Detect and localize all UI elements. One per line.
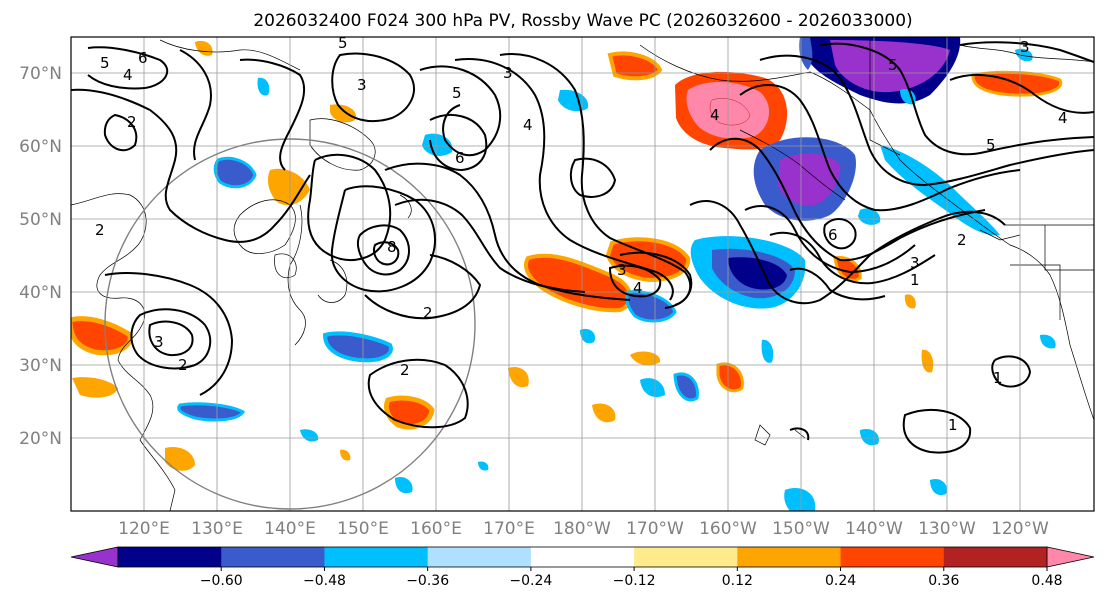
- colorbar-segment: [840, 547, 945, 567]
- colorbar-tick-label: −0.12: [613, 573, 656, 589]
- contour-label: 6: [828, 226, 838, 244]
- map-area: 5 6 4 2 3 5 4 3 6 8 2 3 4 2 3 5 4 5 3 4 …: [71, 34, 1094, 511]
- lon-label: 150°E: [337, 519, 389, 539]
- lat-label: 20°N: [19, 429, 62, 449]
- lon-label: 150°W: [772, 519, 830, 539]
- contour-label: 1: [948, 416, 958, 434]
- contour-label: 3: [154, 333, 164, 351]
- colorbar-segment: [221, 547, 325, 567]
- lon-label: 140°W: [845, 519, 903, 539]
- contour-label: 2: [423, 304, 433, 322]
- contour-label: 2: [178, 356, 188, 374]
- contour-label: 2: [400, 361, 410, 379]
- contour-label: 2: [957, 231, 967, 249]
- colorbar-tick-label: −0.48: [303, 573, 346, 589]
- lon-label: 160°W: [699, 519, 757, 539]
- colorbar-tick-label: −0.24: [509, 573, 552, 589]
- colorbar-extend-min: [70, 546, 119, 568]
- pv-anomaly-shading: [71, 37, 1063, 511]
- colorbar-extend-max: [1046, 546, 1095, 568]
- colorbar-frame: [117, 546, 1048, 568]
- lon-label: 180°W: [553, 519, 611, 539]
- contour-label: 4: [123, 66, 133, 84]
- contour-label: 3: [910, 254, 920, 272]
- contour-label: 3: [503, 64, 513, 82]
- lon-label: 170°E: [483, 519, 535, 539]
- contour-label: 5: [338, 34, 348, 52]
- colorbar-segment: [118, 547, 222, 567]
- colorbar-tick-label: 0.36: [928, 573, 959, 589]
- contour-label: 4: [1058, 109, 1068, 127]
- lat-label: 60°N: [19, 137, 62, 157]
- colorbar-segment: [737, 547, 842, 567]
- colorbar-segment: [943, 547, 1048, 567]
- lon-label: 170°W: [626, 519, 684, 539]
- colorbar-segment: [324, 547, 429, 567]
- contour-label: 5: [452, 84, 462, 102]
- colorbar: −0.60 −0.48 −0.36 −0.24 −0.12 0.12 0.24 0.36 0.4…: [70, 546, 1095, 589]
- lon-label: 120°W: [991, 519, 1049, 539]
- pv-contours: [71, 41, 1094, 454]
- coastlines: [71, 39, 1094, 511]
- map-frame: [70, 36, 1095, 512]
- colorbar-segment: [634, 547, 738, 567]
- contour-label: 1: [910, 271, 920, 289]
- contour-label: 6: [138, 49, 148, 67]
- colorbar-tick-label: −0.60: [200, 573, 243, 589]
- colorbar-tick-label: −0.36: [406, 573, 449, 589]
- contour-label: 5: [986, 136, 996, 154]
- lon-label: 140°E: [264, 519, 316, 539]
- contour-label: 5: [888, 56, 898, 74]
- lon-label: 120°E: [118, 519, 170, 539]
- longitude-labels: 120°E 130°E 140°E 150°E 160°E 170°E 180°…: [118, 519, 1049, 539]
- reference-circle: [104, 138, 476, 510]
- colorbar-segment: [427, 547, 532, 567]
- contour-label: 3: [617, 261, 627, 279]
- latitude-labels: 70°N 60°N 50°N 40°N 30°N 20°N: [19, 64, 62, 449]
- colorbar-tick-label: 0.24: [825, 573, 856, 589]
- figure-title: 2026032400 F024 300 hPa PV, Rossby Wave …: [253, 11, 912, 31]
- lon-label: 160°E: [410, 519, 462, 539]
- contour-label: 4: [633, 279, 643, 297]
- contour-label: 4: [710, 106, 720, 124]
- contour-label: 3: [1020, 38, 1030, 56]
- contour-label: 5: [100, 54, 110, 72]
- colorbar-tick-label: 0.48: [1031, 573, 1062, 589]
- contour-labels: 5 6 4 2 3 5 4 3 6 8 2 3 4 2 3 5 4 5 3 4 …: [95, 34, 1068, 434]
- lon-label: 130°E: [191, 519, 243, 539]
- contour-label: 2: [127, 113, 137, 131]
- contour-label: 8: [387, 238, 397, 256]
- lat-label: 30°N: [19, 356, 62, 376]
- lat-label: 50°N: [19, 210, 62, 230]
- lon-label: 130°W: [918, 519, 976, 539]
- contour-label: 1: [993, 369, 1003, 387]
- lat-label: 70°N: [19, 64, 62, 84]
- contour-label: 2: [95, 221, 105, 239]
- colorbar-segment: [530, 547, 635, 567]
- contour-label: 6: [455, 149, 465, 167]
- contour-label: 3: [357, 76, 367, 94]
- lat-label: 40°N: [19, 283, 62, 303]
- contour-label: 4: [523, 116, 533, 134]
- colorbar-tick-label: 0.12: [722, 573, 753, 589]
